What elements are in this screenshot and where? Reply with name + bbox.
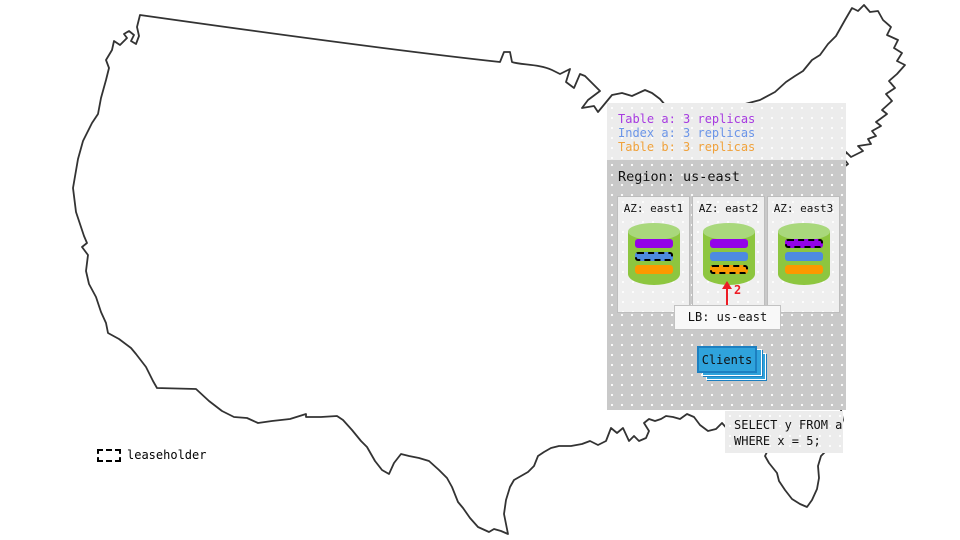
az-label: AZ: east1 [623, 202, 684, 215]
replica-bar-index-a [709, 252, 748, 261]
arrow-head-icon [722, 281, 732, 289]
legend-table-b: Table b: 3 replicas [618, 140, 756, 154]
clients-box: Clients [697, 346, 757, 373]
replica-bar-table-a [634, 239, 673, 248]
cylinder-top [702, 223, 755, 240]
database-cylinder-east1 [627, 223, 680, 285]
leaseholder-swatch-icon [97, 448, 121, 462]
az-box-east3: AZ: east3 [767, 196, 840, 313]
replica-bars [784, 239, 823, 278]
az-row: AZ: east1 AZ: east2 [617, 196, 840, 313]
sql-query-box: SELECT y FROM a WHERE x = 5; [725, 411, 843, 453]
region-title: Region: us-east [618, 169, 740, 185]
az-label: AZ: east3 [773, 202, 834, 215]
replica-bar-table-a [709, 239, 748, 248]
sql-line-1: SELECT y FROM a [734, 418, 843, 432]
legend-index-a: Index a: 3 replicas [618, 126, 756, 140]
leaseholder-key-label: leaseholder [127, 448, 207, 462]
replica-bars [634, 239, 673, 278]
replica-legend-panel: Table a: 3 replicas Index a: 3 replicas … [607, 103, 846, 160]
replica-bars [709, 239, 748, 278]
cylinder-top [777, 223, 830, 240]
leaseholder-key: leaseholder [97, 448, 206, 462]
replica-bar-index-a [634, 252, 673, 261]
database-cylinder-east2 [702, 223, 755, 285]
load-balancer-box: LB: us-east [674, 305, 781, 330]
replica-bar-table-b [784, 265, 823, 274]
legend-table-a: Table a: 3 replicas [618, 112, 756, 126]
az-box-east1: AZ: east1 [617, 196, 690, 313]
arrow-step-number: 2 [734, 283, 742, 297]
arrow-line-icon [726, 288, 728, 305]
sql-line-2: WHERE x = 5; [734, 434, 821, 448]
replica-bar-table-b [709, 265, 748, 274]
cylinder-top [627, 223, 680, 240]
database-cylinder-east3 [777, 223, 830, 285]
replica-bar-table-a [784, 239, 823, 248]
replica-bar-index-a [784, 252, 823, 261]
replica-bar-table-b [634, 265, 673, 274]
az-label: AZ: east2 [698, 202, 759, 215]
az-box-east2: AZ: east2 [692, 196, 765, 313]
